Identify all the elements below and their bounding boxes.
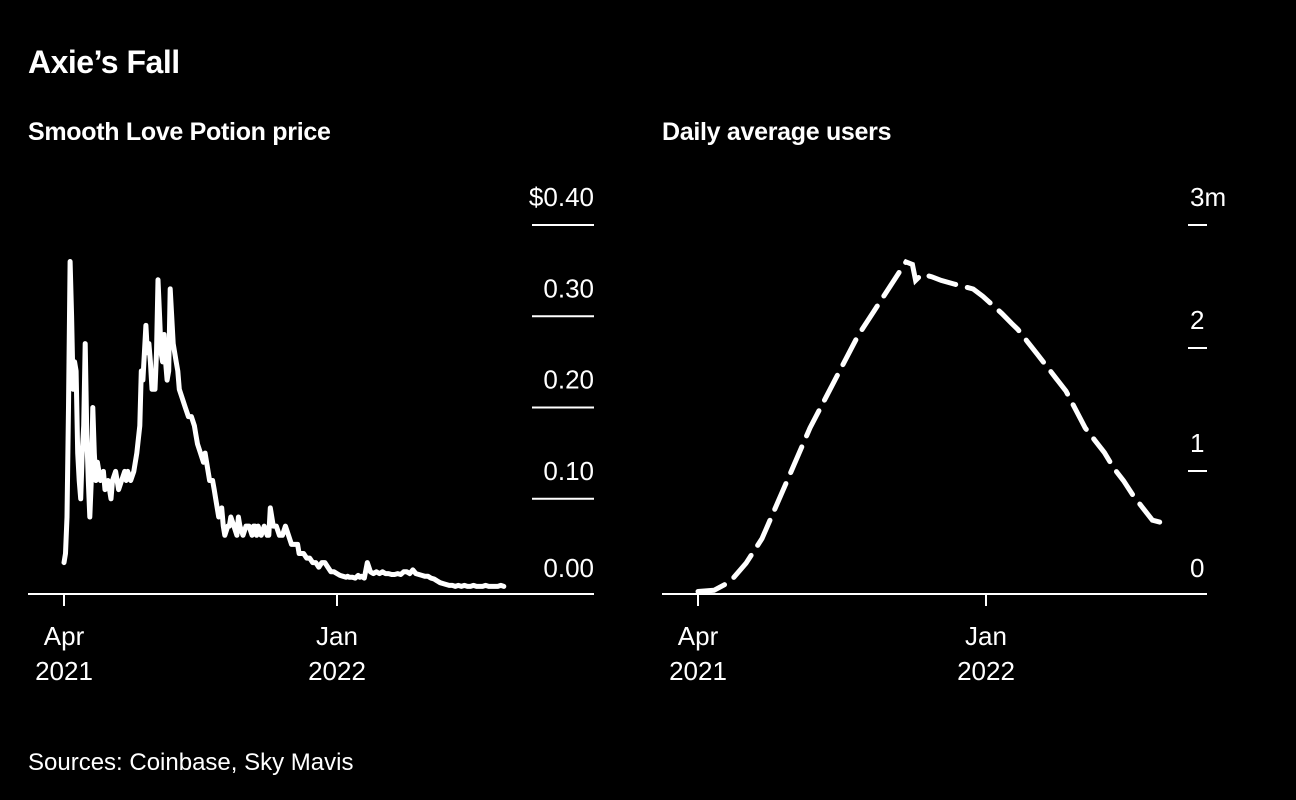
users-y-tick-label: 3m (1190, 182, 1226, 212)
price-x-tick-month: Apr (44, 621, 85, 651)
users-chart-subtitle: Daily average users (662, 118, 891, 146)
price-series-line (61, 259, 507, 589)
price-y-ticks: $0.40 0.30 0.20 0.10 0.00 (529, 182, 594, 583)
users-y-ticks: 3m 2 1 0 (1188, 182, 1226, 583)
price-y-tick-label: 0.10 (543, 456, 594, 486)
price-y-tick-label: 0.20 (543, 365, 594, 395)
users-y-tick-label: 2 (1190, 305, 1204, 335)
price-x-tick-month: Jan (316, 621, 358, 651)
chart-title: Axie’s Fall (28, 44, 180, 80)
users-y-tick-label: 0 (1190, 553, 1204, 583)
users-x-tick-year: 2021 (669, 656, 727, 686)
users-x-tick-month: Jan (965, 621, 1007, 651)
users-x-tick-month: Apr (678, 621, 719, 651)
users-x-ticks: Apr 2021 Jan 2022 (669, 594, 1015, 686)
users-x-tick-year: 2022 (957, 656, 1015, 686)
price-x-tick-year: 2022 (308, 656, 366, 686)
price-y-tick-label: 0.30 (543, 273, 594, 303)
price-y-tick-label: 0.00 (543, 553, 594, 583)
users-series-line (695, 258, 1165, 594)
users-y-tick-label: 1 (1190, 428, 1204, 458)
users-chart: Daily average users 3m 2 1 0 Apr 2021 Jan 2022 (662, 118, 1226, 686)
price-chart-subtitle: Smooth Love Potion price (28, 118, 331, 146)
price-chart: Smooth Love Potion price $0.40 0.30 0.20 0.… (28, 118, 594, 686)
price-x-tick-year: 2021 (35, 656, 93, 686)
source-note: Sources: Coinbase, Sky Mavis (28, 749, 353, 776)
price-y-tick-label: $0.40 (529, 182, 594, 212)
price-x-ticks: Apr 2021 Jan 2022 (35, 594, 366, 686)
